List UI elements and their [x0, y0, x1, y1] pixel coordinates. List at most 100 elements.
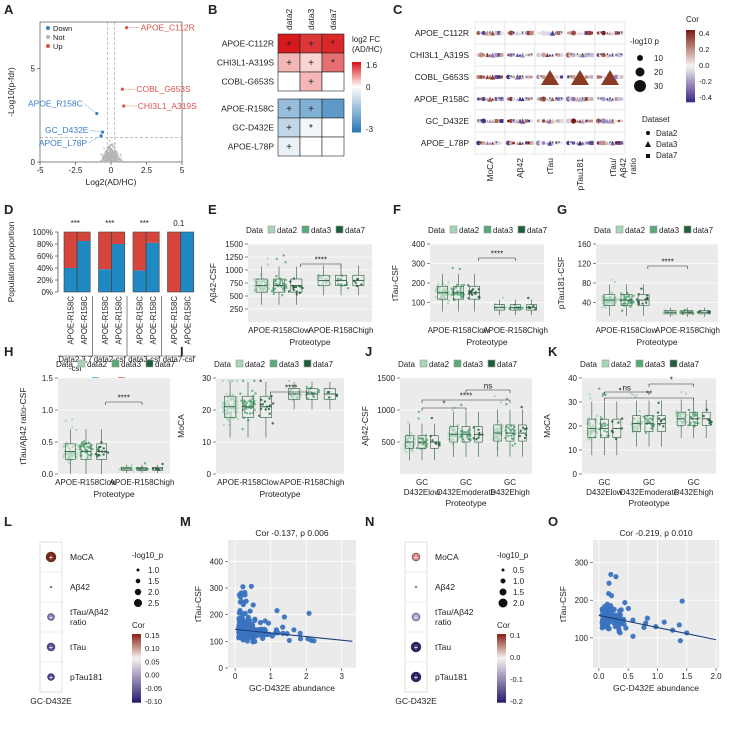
legend-gradient: [352, 114, 361, 117]
heatmap-mark: *: [331, 58, 335, 69]
legend-swatch-d2: [601, 359, 610, 368]
data-point: [641, 302, 644, 305]
data-point: [509, 424, 513, 428]
bubble-point: [47, 613, 55, 621]
bubble-triangle: [605, 31, 609, 35]
data-point: [519, 429, 522, 433]
legend-label-d3: data3: [279, 360, 300, 369]
data-point: [68, 456, 71, 459]
bubble-mark: +: [414, 553, 419, 562]
bubble-point: [506, 119, 510, 123]
legend-data-title: Data: [246, 226, 263, 235]
bubble-star: *: [567, 76, 570, 82]
data-point: [606, 300, 610, 303]
bar-ad: [111, 232, 125, 244]
bubble-triangle: [485, 119, 489, 123]
data-point: [241, 379, 245, 383]
data-point: [268, 404, 272, 407]
scatter-point: [661, 619, 667, 625]
group-label: Data2,3,7: [58, 355, 92, 364]
data-point: [638, 410, 641, 413]
legend-gradient: [352, 92, 361, 95]
y-tick-label: 100: [575, 634, 589, 643]
bubble-star: *: [521, 76, 524, 82]
scatter-point: [602, 608, 608, 614]
significance-label: ****: [661, 258, 673, 267]
bubble-triangle: [550, 118, 555, 124]
data-point: [627, 294, 631, 298]
category-label: APOE-R158Clow: [428, 326, 490, 335]
group-label: -csf: [69, 364, 82, 373]
legend-tick: -3: [366, 125, 374, 134]
scatter-point: [607, 605, 613, 611]
color-legend-gradient: [497, 634, 506, 637]
bubble-square: [499, 119, 504, 123]
data-point: [453, 298, 456, 302]
bubble-square: [589, 52, 594, 58]
bubble-square: [527, 141, 531, 145]
data-point: [613, 280, 616, 284]
data-point: [241, 427, 244, 431]
data-point: [226, 418, 229, 421]
panel-letter-m: M: [180, 514, 191, 529]
color-legend-gradient: [686, 53, 695, 56]
data-point: [91, 447, 94, 451]
bubble-square: [615, 53, 618, 57]
heatmap-row-label: COBL-G653S: [222, 77, 275, 87]
bubble-point: [571, 52, 576, 58]
bubble-triangle: [520, 52, 526, 58]
data-point: [231, 407, 235, 410]
bubble-square: [559, 118, 564, 124]
bubble-square: [500, 75, 504, 79]
volcano-point-not: [111, 160, 114, 163]
data-point: [231, 393, 234, 397]
data-point: [97, 448, 100, 451]
scatter-point: [240, 584, 246, 590]
bubble-triangle: [545, 53, 550, 57]
bubble-square: [497, 75, 501, 79]
scatter-point: [608, 610, 615, 617]
legend-data-title: Data: [594, 226, 611, 235]
bubble-star: *: [489, 32, 492, 38]
bubble-star: *: [570, 76, 573, 82]
data-point: [273, 287, 277, 290]
data-point: [626, 291, 629, 295]
data-point: [73, 453, 76, 457]
color-legend-gradient: [497, 664, 506, 667]
color-legend-gradient: [132, 692, 141, 696]
panel-letter-f: F: [393, 202, 401, 217]
bubble-point: [508, 140, 514, 146]
bubble-square: [494, 52, 499, 58]
bubble-square: [584, 31, 589, 35]
bubble-point: [479, 75, 483, 79]
significance-label: **: [646, 390, 652, 399]
bubble-square: [499, 31, 504, 35]
bubble-square: [557, 141, 561, 145]
bubble-triangle: [520, 96, 525, 102]
volcano-point-not: [106, 150, 109, 153]
category-label: APOE-R158Clow: [217, 478, 279, 487]
scatter-point: [269, 633, 275, 639]
bubble-square: [554, 97, 558, 101]
data-point: [620, 309, 624, 312]
bubble-square: [617, 119, 621, 123]
bubble-star: *: [530, 98, 533, 104]
bubble-star: *: [581, 54, 584, 60]
data-point: [470, 293, 474, 296]
data-point: [336, 277, 340, 281]
color-legend-gradient: [132, 641, 141, 644]
data-point: [657, 417, 661, 420]
bubble-triangle: [610, 53, 615, 57]
category-label: D432Elow: [586, 488, 623, 497]
data-point: [80, 441, 84, 444]
bubble-star: *: [512, 54, 515, 60]
y-axis-label: MoCA: [176, 414, 186, 438]
bar-hc: [133, 270, 146, 292]
data-point: [460, 283, 463, 287]
size-legend-dot: [637, 55, 643, 61]
volcano-point-not: [103, 147, 106, 150]
scatter-point: [617, 630, 623, 636]
heatmap-row-label: CHI3L1-A319S: [217, 58, 275, 68]
x-tick-label: -5: [36, 166, 44, 175]
scatter-point: [247, 608, 253, 614]
